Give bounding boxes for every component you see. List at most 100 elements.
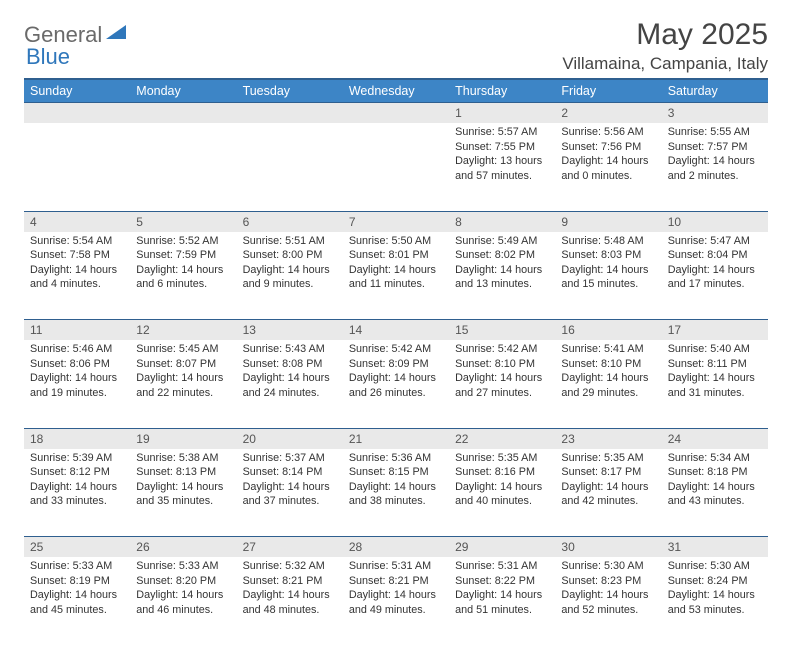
day-cell: Sunrise: 5:33 AMSunset: 8:19 PMDaylight:… [24,557,130,645]
day-cell: Sunrise: 5:57 AMSunset: 7:55 PMDaylight:… [449,123,555,211]
day-number: 29 [449,537,555,558]
day-number: 15 [449,320,555,341]
day-number [24,103,130,124]
day-info: Sunrise: 5:35 AMSunset: 8:16 PMDaylight:… [455,449,549,509]
day-info: Sunrise: 5:47 AMSunset: 8:04 PMDaylight:… [668,232,762,292]
week-2-info: Sunrise: 5:46 AMSunset: 8:06 PMDaylight:… [24,340,768,428]
day-info: Sunrise: 5:57 AMSunset: 7:55 PMDaylight:… [455,123,549,183]
day-cell: Sunrise: 5:48 AMSunset: 8:03 PMDaylight:… [555,232,661,320]
day-cell: Sunrise: 5:41 AMSunset: 8:10 PMDaylight:… [555,340,661,428]
day-number: 7 [343,211,449,232]
dayname-monday: Monday [130,79,236,103]
day-number: 19 [130,428,236,449]
day-info: Sunrise: 5:40 AMSunset: 8:11 PMDaylight:… [668,340,762,400]
day-number: 18 [24,428,130,449]
dayname-row: SundayMondayTuesdayWednesdayThursdayFrid… [24,79,768,103]
day-cell: Sunrise: 5:56 AMSunset: 7:56 PMDaylight:… [555,123,661,211]
day-info: Sunrise: 5:37 AMSunset: 8:14 PMDaylight:… [243,449,337,509]
calendar-table: SundayMondayTuesdayWednesdayThursdayFrid… [24,78,768,645]
brand-part2: Blue [26,44,70,69]
day-info: Sunrise: 5:56 AMSunset: 7:56 PMDaylight:… [561,123,655,183]
day-cell [343,123,449,211]
day-number: 21 [343,428,449,449]
dayname-saturday: Saturday [662,79,768,103]
day-cell: Sunrise: 5:42 AMSunset: 8:09 PMDaylight:… [343,340,449,428]
day-number: 22 [449,428,555,449]
day-cell: Sunrise: 5:33 AMSunset: 8:20 PMDaylight:… [130,557,236,645]
week-4-numbers: 25262728293031 [24,537,768,558]
day-info: Sunrise: 5:41 AMSunset: 8:10 PMDaylight:… [561,340,655,400]
week-0-info: Sunrise: 5:57 AMSunset: 7:55 PMDaylight:… [24,123,768,211]
day-info: Sunrise: 5:54 AMSunset: 7:58 PMDaylight:… [30,232,124,292]
day-info: Sunrise: 5:42 AMSunset: 8:10 PMDaylight:… [455,340,549,400]
dayname-thursday: Thursday [449,79,555,103]
day-number: 27 [237,537,343,558]
dayname-tuesday: Tuesday [237,79,343,103]
day-cell: Sunrise: 5:50 AMSunset: 8:01 PMDaylight:… [343,232,449,320]
day-info: Sunrise: 5:32 AMSunset: 8:21 PMDaylight:… [243,557,337,617]
day-info: Sunrise: 5:50 AMSunset: 8:01 PMDaylight:… [349,232,443,292]
day-cell: Sunrise: 5:30 AMSunset: 8:23 PMDaylight:… [555,557,661,645]
day-info: Sunrise: 5:42 AMSunset: 8:09 PMDaylight:… [349,340,443,400]
day-cell: Sunrise: 5:40 AMSunset: 8:11 PMDaylight:… [662,340,768,428]
day-info: Sunrise: 5:38 AMSunset: 8:13 PMDaylight:… [136,449,230,509]
day-number: 14 [343,320,449,341]
day-cell: Sunrise: 5:31 AMSunset: 8:22 PMDaylight:… [449,557,555,645]
day-info: Sunrise: 5:34 AMSunset: 8:18 PMDaylight:… [668,449,762,509]
day-cell: Sunrise: 5:42 AMSunset: 8:10 PMDaylight:… [449,340,555,428]
week-3-info: Sunrise: 5:39 AMSunset: 8:12 PMDaylight:… [24,449,768,537]
day-cell: Sunrise: 5:36 AMSunset: 8:15 PMDaylight:… [343,449,449,537]
day-info: Sunrise: 5:30 AMSunset: 8:23 PMDaylight:… [561,557,655,617]
day-cell: Sunrise: 5:46 AMSunset: 8:06 PMDaylight:… [24,340,130,428]
day-number: 3 [662,103,768,124]
day-number: 4 [24,211,130,232]
week-4-info: Sunrise: 5:33 AMSunset: 8:19 PMDaylight:… [24,557,768,645]
dayname-wednesday: Wednesday [343,79,449,103]
day-cell: Sunrise: 5:35 AMSunset: 8:16 PMDaylight:… [449,449,555,537]
month-title: May 2025 [562,18,768,52]
day-number: 11 [24,320,130,341]
day-number: 30 [555,537,661,558]
day-number: 5 [130,211,236,232]
day-cell [24,123,130,211]
day-number: 26 [130,537,236,558]
day-info: Sunrise: 5:30 AMSunset: 8:24 PMDaylight:… [668,557,762,617]
day-info: Sunrise: 5:48 AMSunset: 8:03 PMDaylight:… [561,232,655,292]
day-cell: Sunrise: 5:52 AMSunset: 7:59 PMDaylight:… [130,232,236,320]
day-number [237,103,343,124]
day-number: 28 [343,537,449,558]
day-cell: Sunrise: 5:45 AMSunset: 8:07 PMDaylight:… [130,340,236,428]
day-cell: Sunrise: 5:47 AMSunset: 8:04 PMDaylight:… [662,232,768,320]
week-3-numbers: 18192021222324 [24,428,768,449]
day-number: 16 [555,320,661,341]
day-cell: Sunrise: 5:31 AMSunset: 8:21 PMDaylight:… [343,557,449,645]
day-number: 9 [555,211,661,232]
day-cell: Sunrise: 5:39 AMSunset: 8:12 PMDaylight:… [24,449,130,537]
day-number: 17 [662,320,768,341]
day-info: Sunrise: 5:51 AMSunset: 8:00 PMDaylight:… [243,232,337,292]
day-number: 1 [449,103,555,124]
day-cell: Sunrise: 5:30 AMSunset: 8:24 PMDaylight:… [662,557,768,645]
day-cell: Sunrise: 5:35 AMSunset: 8:17 PMDaylight:… [555,449,661,537]
day-number: 13 [237,320,343,341]
day-number: 25 [24,537,130,558]
day-number: 31 [662,537,768,558]
day-cell: Sunrise: 5:54 AMSunset: 7:58 PMDaylight:… [24,232,130,320]
day-cell: Sunrise: 5:38 AMSunset: 8:13 PMDaylight:… [130,449,236,537]
day-info: Sunrise: 5:52 AMSunset: 7:59 PMDaylight:… [136,232,230,292]
day-info: Sunrise: 5:45 AMSunset: 8:07 PMDaylight:… [136,340,230,400]
day-cell [237,123,343,211]
day-number: 24 [662,428,768,449]
day-info: Sunrise: 5:36 AMSunset: 8:15 PMDaylight:… [349,449,443,509]
day-info: Sunrise: 5:35 AMSunset: 8:17 PMDaylight:… [561,449,655,509]
day-number: 2 [555,103,661,124]
day-cell: Sunrise: 5:43 AMSunset: 8:08 PMDaylight:… [237,340,343,428]
week-1-numbers: 45678910 [24,211,768,232]
day-number: 23 [555,428,661,449]
day-number: 12 [130,320,236,341]
day-info: Sunrise: 5:33 AMSunset: 8:19 PMDaylight:… [30,557,124,617]
day-number: 6 [237,211,343,232]
day-cell: Sunrise: 5:34 AMSunset: 8:18 PMDaylight:… [662,449,768,537]
week-1-info: Sunrise: 5:54 AMSunset: 7:58 PMDaylight:… [24,232,768,320]
day-info: Sunrise: 5:31 AMSunset: 8:21 PMDaylight:… [349,557,443,617]
